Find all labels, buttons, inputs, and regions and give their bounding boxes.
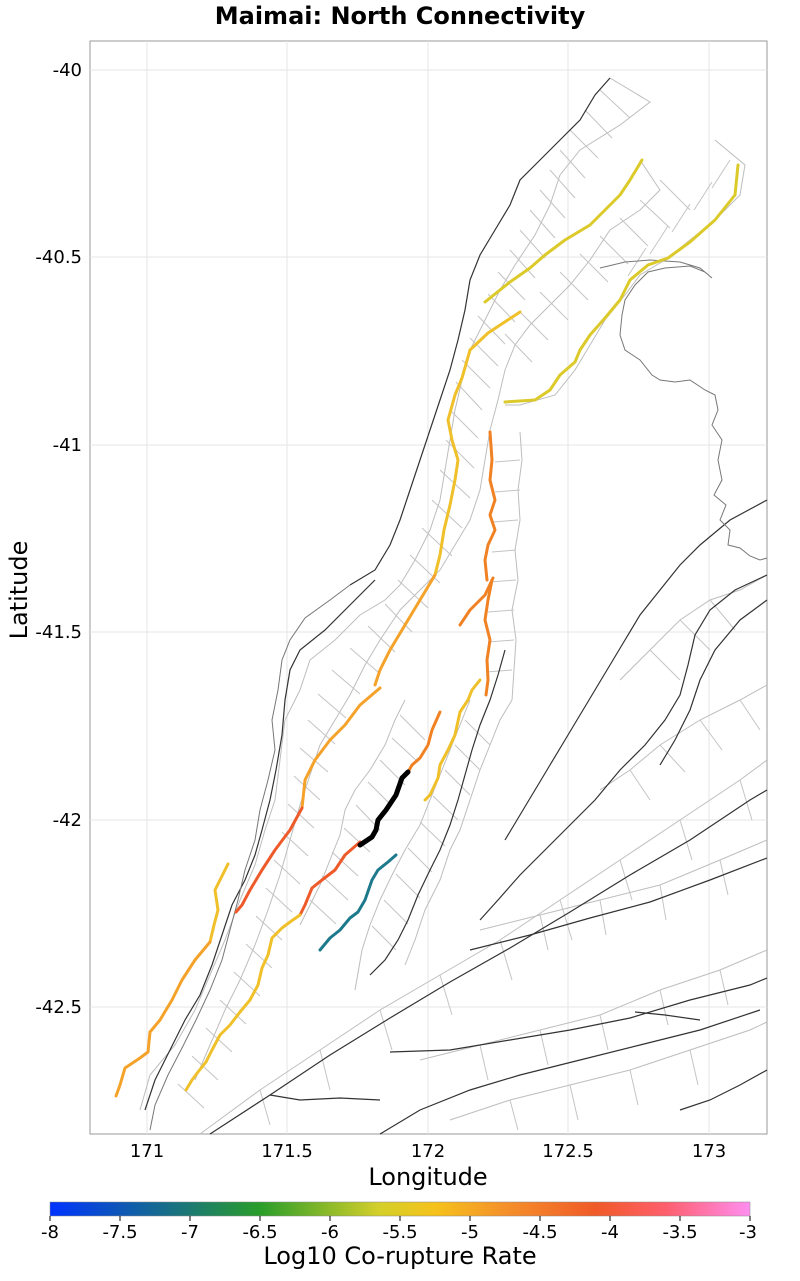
section-outline-east-range	[505, 139, 746, 406]
x-tick-label: 171.5	[261, 1141, 313, 1162]
y-tick-label: -41.5	[35, 622, 82, 643]
trace-alpine-north	[349, 77, 611, 586]
rupture-segment-yellow-east-arc	[503, 163, 740, 404]
trace-south-3	[389, 977, 768, 1053]
rupture-segment-gold-mid	[184, 913, 302, 1092]
colorbar-tick-label: -8	[41, 1222, 59, 1243]
y-tick-label: -41	[53, 435, 82, 456]
colorbar-tick-label: -4.5	[522, 1222, 557, 1243]
rupture-segment-orange-inner-3	[483, 578, 494, 697]
section-outline-inner-1	[404, 431, 523, 966]
y-tick-label: -42.5	[35, 997, 82, 1018]
colorbar-tick-label: -7	[181, 1222, 199, 1243]
colorbar-tick-label: -3	[739, 1222, 757, 1243]
rupture-segment-lightorange-3	[114, 940, 212, 1098]
co-rupture-traces	[114, 158, 740, 1098]
x-tick-label: 171	[130, 1141, 164, 1162]
x-axis-label: Longitude	[368, 1163, 488, 1191]
colorbar-tick-label: -4	[601, 1222, 619, 1243]
section-outline-mid-range	[194, 159, 661, 1081]
rupture-segment-gold-east	[423, 678, 482, 802]
coastline-nelson-bays	[599, 259, 768, 561]
rupture-segment-orange-inner-1	[483, 430, 497, 582]
tick-set-7	[309, 714, 426, 925]
colorbar-tick-label: -6.5	[242, 1222, 277, 1243]
colorbar-tick-label: -5	[461, 1222, 479, 1243]
trace-south-4	[379, 1009, 761, 1135]
y-tick-label: -40	[53, 60, 82, 81]
rupture-segment-gold-north	[433, 310, 522, 577]
rupture-segment-source	[357, 769, 411, 848]
y-axis-label: Latitude	[5, 540, 33, 640]
rupture-segment-lightorange-1	[373, 573, 437, 687]
colorbar-tick-label: -7.5	[102, 1222, 137, 1243]
rupture-segment-lightorange-2	[300, 686, 382, 810]
trace-western	[144, 579, 376, 1111]
rupture-segment-redorange-west	[234, 806, 304, 914]
section-outline-west-range	[139, 77, 651, 1111]
rupture-segment-gold-west	[208, 862, 230, 944]
rupture-segment-redorange-mid	[298, 840, 362, 917]
colorbar	[49, 1201, 751, 1217]
rupture-segment-orange-east	[406, 710, 442, 774]
coastline	[149, 259, 768, 1131]
x-tick-label: 173	[692, 1141, 726, 1162]
chart-title: Maimai: North Connectivity	[214, 2, 586, 30]
trace-south-7	[679, 1069, 768, 1111]
rupture-segment-teal	[318, 853, 398, 952]
coastline-west	[149, 584, 351, 1131]
colorbar-tick-label: -3.5	[662, 1222, 697, 1243]
rupture-segment-orange-inner-2	[458, 576, 495, 627]
trace-south-1	[209, 789, 768, 1135]
x-axis: 171 171.5 172 172.5 173	[130, 1141, 726, 1162]
x-tick-label: 172.5	[542, 1141, 594, 1162]
tick-set-6	[485, 459, 521, 673]
y-tick-label: -40.5	[35, 247, 82, 268]
colorbar-label: Log10 Co-rupture Rate	[263, 1242, 537, 1270]
trace-south-6	[634, 1011, 701, 1021]
section-outline-southeast-f	[599, 684, 768, 791]
colorbar-tick-label: -6	[321, 1222, 339, 1243]
tick-set-9	[259, 779, 753, 1126]
colorbar-tick-label: -5.5	[382, 1222, 417, 1243]
y-tick-label: -42	[53, 810, 82, 831]
colorbar-ticks	[49, 1216, 751, 1221]
x-tick-label: 172	[411, 1141, 445, 1162]
trace-east-1	[504, 499, 768, 841]
section-outline-southeast-e	[619, 574, 768, 681]
tick-set-5	[627, 159, 731, 277]
y-axis: -40 -40.5 -41 -41.5 -42 -42.5	[35, 60, 82, 1018]
trace-south-2	[469, 857, 768, 951]
trace-east-3	[659, 599, 768, 766]
trace-east-2	[479, 574, 768, 921]
section-outline-inner-2	[299, 699, 406, 926]
colorbar-tick-labels: -8 -7.5 -7 -6.5 -6 -5.5 -5 -4.5 -4 -3.5 …	[41, 1222, 757, 1243]
rupture-segment-yellow-north	[483, 158, 644, 304]
trace-inner	[369, 649, 506, 976]
fault-traces	[144, 77, 768, 1135]
tick-set-4	[504, 179, 691, 363]
section-outline-inner-3	[354, 699, 471, 991]
trace-south-5	[269, 1094, 381, 1101]
